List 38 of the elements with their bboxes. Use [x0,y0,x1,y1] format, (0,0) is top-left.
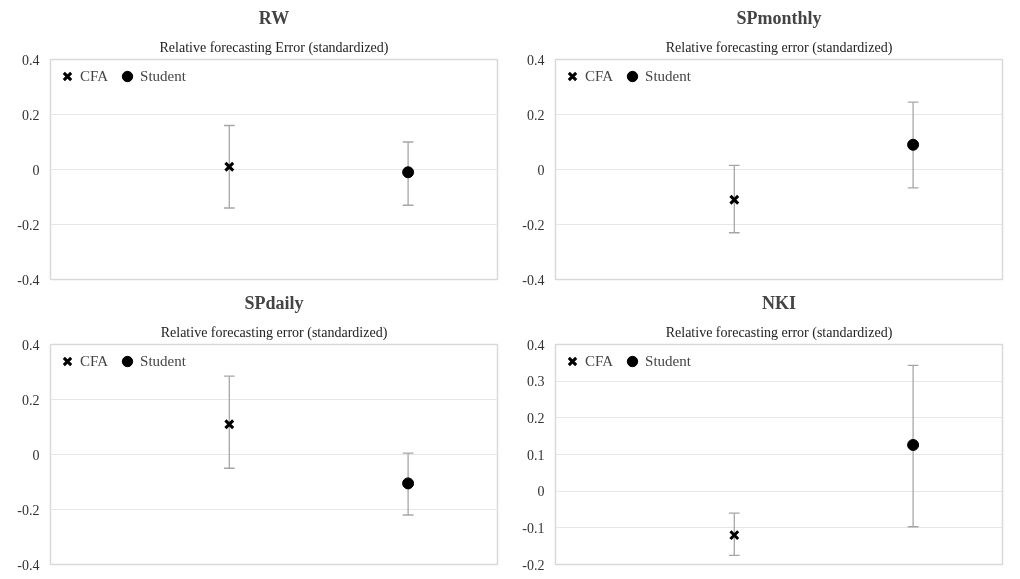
y-tick-label: -0.2 [17,502,40,518]
y-tick-label: 0.3 [527,374,545,390]
legend-label: Student [140,352,186,370]
y-tick-label: 0.4 [22,52,40,68]
legend-label: Student [645,67,691,85]
y-tick-label: 0.4 [527,337,545,353]
y-tick-label: 0.2 [22,392,40,408]
y-tick-label: -0.4 [17,272,40,288]
chart-title: SPdaily [244,292,304,313]
y-tick-label: 0 [32,162,40,178]
y-tick-label: -0.4 [17,557,40,573]
y-tick-label: 0.4 [527,52,545,68]
legend-label: CFA [80,67,109,85]
chart-subtitle: Relative forecasting error (standardized) [665,39,893,56]
y-tick-label: 0.2 [22,107,40,123]
chart-title: RW [258,7,290,28]
y-tick-label: 0.4 [22,337,40,353]
y-tick-label: 0 [537,162,545,178]
chart-title: SPmonthly [736,7,822,28]
y-tick-label: 0.2 [527,107,545,123]
y-tick-label: -0.1 [522,520,545,536]
chart-title: NKI [762,292,797,313]
y-tick-label: -0.4 [522,272,545,288]
y-tick-label: -0.2 [522,217,545,233]
chart-subtitle: Relative forecasting Error (standardized) [159,39,389,56]
chart-subtitle: Relative forecasting error (standardized) [160,324,388,341]
legend-label: Student [140,67,186,85]
legend-label: Student [645,352,691,370]
legend-label: CFA [585,352,614,370]
y-tick-label: -0.2 [522,557,545,573]
y-tick-label: 0.2 [527,410,545,426]
legend-label: CFA [80,352,109,370]
y-tick-label: 0 [537,484,545,500]
y-tick-label: -0.2 [17,217,40,233]
chart-subtitle: Relative forecasting error (standardized) [665,324,893,341]
y-tick-label: 0.1 [527,447,545,463]
y-tick-label: 0 [32,447,40,463]
legend-label: CFA [585,67,614,85]
